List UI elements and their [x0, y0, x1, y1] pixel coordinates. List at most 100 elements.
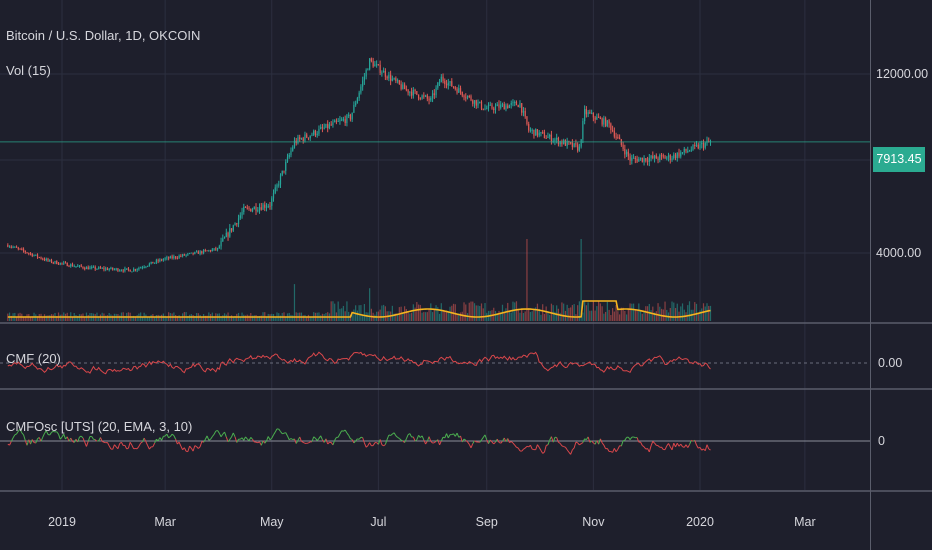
- candle: [417, 94, 420, 99]
- volume-bar: [592, 301, 594, 321]
- volume-bar: [617, 311, 619, 321]
- candle: [78, 265, 81, 267]
- candle: [431, 93, 434, 98]
- candle: [664, 156, 666, 159]
- candle: [307, 137, 310, 139]
- cmfosc-segment: [180, 445, 184, 450]
- volume-bar: [188, 314, 191, 321]
- cmfosc-segment: [53, 430, 56, 433]
- candle: [80, 265, 82, 267]
- candle: [117, 268, 119, 272]
- cmfosc-segment: [308, 441, 311, 444]
- volume-bar: [508, 311, 511, 321]
- cmfosc-segment: [652, 441, 655, 444]
- cmfosc-segment: [208, 438, 211, 441]
- cmfosc-segment: [332, 440, 336, 446]
- volume-bar: [22, 316, 25, 321]
- candle: [447, 82, 449, 86]
- candle: [306, 134, 308, 138]
- cmfosc-segment: [365, 445, 369, 448]
- candle: [267, 205, 269, 207]
- volume-bar: [645, 306, 647, 321]
- volume-bar: [536, 303, 539, 321]
- cmfosc-segment: [642, 445, 645, 448]
- cmfosc-segment: [587, 436, 591, 443]
- cmfosc-segment: [552, 437, 556, 443]
- volume-bar: [701, 308, 703, 321]
- cmfosc-segment: [285, 432, 288, 437]
- candle: [468, 96, 470, 98]
- candle: [297, 137, 299, 144]
- candle: [704, 143, 706, 148]
- volume-bar: [470, 301, 472, 321]
- candle: [318, 128, 320, 134]
- cmfosc-segment: [572, 447, 575, 451]
- cmfosc-segment: [42, 433, 45, 438]
- volume-legend[interactable]: Vol (15): [6, 63, 51, 78]
- volume-bar: [531, 311, 533, 321]
- candle: [26, 252, 28, 254]
- volume-bar: [253, 315, 255, 321]
- volume-bar: [334, 303, 336, 321]
- candle: [584, 109, 586, 122]
- candle: [424, 95, 427, 97]
- volume-bar: [59, 314, 61, 321]
- candle: [40, 257, 42, 259]
- cmf-legend[interactable]: CMF (20): [6, 351, 61, 366]
- candle: [673, 154, 675, 159]
- candle: [648, 158, 650, 162]
- x-tick-label: May: [260, 515, 284, 529]
- candle: [536, 129, 539, 136]
- volume-bar: [578, 301, 581, 321]
- candle: [655, 155, 657, 159]
- cmfosc-segment: [21, 432, 24, 436]
- cmfosc-segment: [386, 434, 390, 440]
- candle: [218, 246, 220, 248]
- candle: [230, 228, 233, 231]
- candle: [701, 143, 703, 145]
- candle: [115, 268, 117, 270]
- candle: [503, 104, 505, 110]
- volume-bar: [503, 313, 505, 321]
- cmfosc-segment: [384, 439, 388, 445]
- candle: [61, 262, 63, 264]
- candle: [556, 137, 558, 140]
- cmfosc-segment: [316, 438, 320, 441]
- volume-bar: [68, 316, 70, 321]
- volume-bar: [498, 310, 500, 321]
- candle: [148, 263, 151, 266]
- cmfosc-segment: [51, 430, 54, 433]
- volume-bar: [549, 314, 551, 321]
- candle: [636, 158, 638, 162]
- candle: [561, 141, 563, 145]
- volume-bar: [124, 315, 126, 321]
- cmfosc-segment: [248, 437, 252, 441]
- candle: [374, 64, 376, 67]
- volume-bar: [615, 304, 617, 321]
- candle: [643, 158, 645, 162]
- volume-bar: [157, 314, 159, 321]
- candle: [528, 124, 530, 131]
- cmfosc-segment: [334, 437, 337, 441]
- candle: [526, 116, 528, 125]
- volume-bar: [405, 309, 407, 321]
- symbol-legend[interactable]: Bitcoin / U.S. Dollar, 1D, OKCOIN: [6, 28, 201, 43]
- candle: [671, 158, 673, 160]
- candle: [542, 132, 544, 134]
- cmfosc-segment: [673, 442, 676, 448]
- cmfosc-segment: [346, 432, 350, 436]
- candle: [549, 134, 551, 137]
- volume-bar: [440, 303, 442, 321]
- last-price-badge: 7913.45: [873, 147, 925, 172]
- volume-bar: [341, 308, 343, 321]
- cmfosc-segment: [425, 440, 428, 445]
- cmfosc-segment: [624, 437, 628, 441]
- volume-bar: [529, 311, 532, 321]
- cmfosc-legend[interactable]: CMFOsc [UTS] (20, EMA, 3, 10): [6, 419, 193, 434]
- volume-bar: [454, 304, 456, 321]
- candle: [391, 78, 393, 81]
- cmfosc-segment: [689, 440, 692, 445]
- candle: [437, 82, 439, 88]
- cmfosc-segment: [509, 441, 512, 444]
